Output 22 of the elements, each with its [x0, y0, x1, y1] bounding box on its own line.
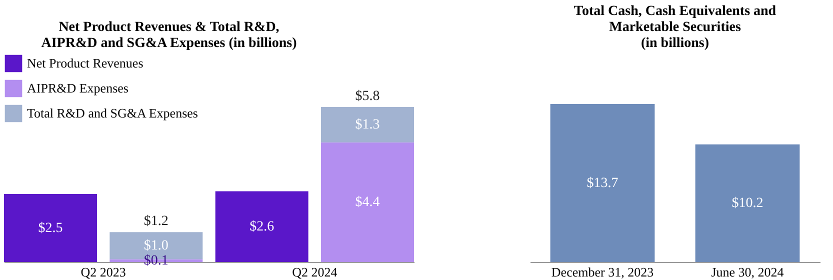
- bar: [215, 191, 308, 262]
- legend-label: AIPR&D Expenses: [27, 80, 128, 96]
- total-label: $5.8: [355, 89, 380, 104]
- bar: [321, 142, 414, 262]
- bar: [4, 194, 97, 262]
- data-label: $10.2: [732, 196, 764, 212]
- data-label: $2.5: [38, 221, 63, 236]
- data-label: $2.6: [250, 220, 274, 235]
- data-label: $1.3: [355, 118, 380, 133]
- total-label: $1.2: [144, 214, 168, 230]
- data-label: $13.7: [586, 176, 618, 191]
- data-label: $4.4: [355, 195, 380, 210]
- x-tick-label: Q2 2024: [292, 264, 338, 280]
- chart-title: Net Product Revenues & Total R&D, AIPR&D and SG&A Expenses (in billions): [41, 20, 298, 51]
- bar: [321, 107, 414, 142]
- x-tick-label: December 31, 2023: [551, 264, 654, 280]
- chart-title: Total Cash, Cash Equivalents and Marketable Securities (in billions): [574, 4, 776, 51]
- data-label: $1.0: [144, 238, 168, 254]
- x-tick-label: June 30, 2024: [711, 264, 784, 280]
- legend-label: Net Product Revenues: [27, 56, 144, 70]
- legend-label: Total R&D and SG&A Expenses: [27, 106, 198, 120]
- x-tick-label: Q2 2023: [80, 264, 126, 280]
